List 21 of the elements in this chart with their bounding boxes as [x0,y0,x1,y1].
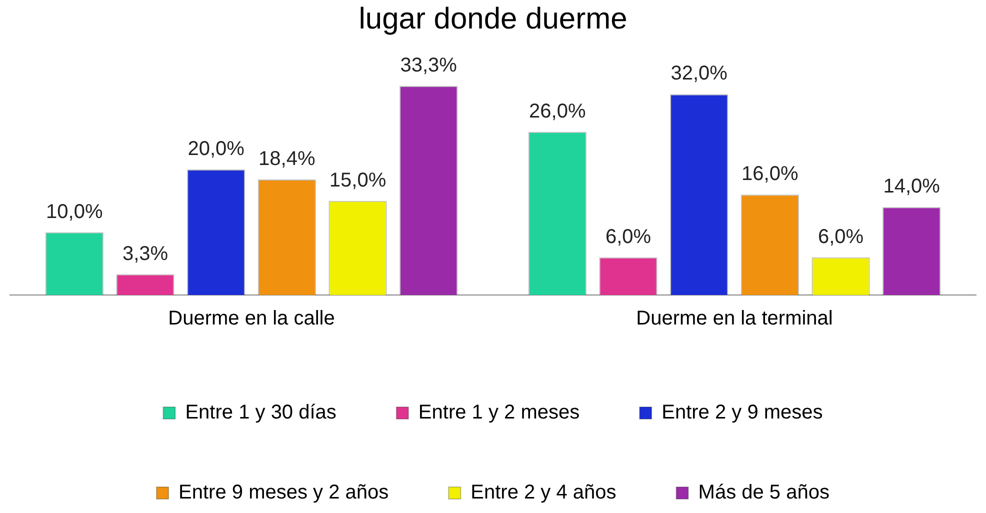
legend-label: Entre 9 meses y 2 años [178,482,389,504]
data-label: 16,0% [742,163,798,186]
data-label: 10,0% [46,200,103,223]
data-label: 14,0% [883,176,940,198]
data-label: 15,0% [329,169,386,192]
x-tick-label: Duerme en la calle [168,308,335,330]
data-label: 3,3% [122,242,168,265]
data-label: 18,4% [258,148,316,170]
legend-label: Entre 1 y 2 meses [418,402,580,424]
legend-label: Entre 2 y 4 años [470,482,616,504]
x-tick-label: Duerme en la terminal [636,308,833,330]
data-label: 32,0% [670,62,728,85]
data-label: 6,0% [605,226,652,248]
data-label: 6,0% [818,226,864,248]
data-label: 20,0% [188,138,245,160]
legend-label: Entre 2 y 9 meses [662,402,823,424]
data-label: 26,0% [529,100,586,122]
legend-label: Más de 5 años [698,482,830,504]
chart-title: lugar donde duerme [358,2,628,36]
legend-label: Entre 1 y 30 días [185,402,336,424]
data-label: 33,3% [400,54,458,77]
